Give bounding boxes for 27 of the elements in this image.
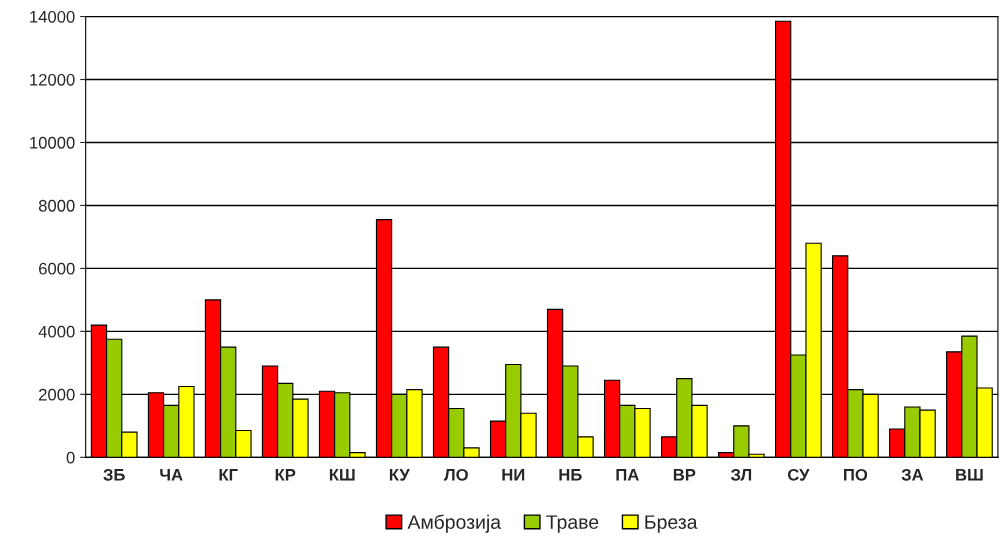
x-tick-label: КГ xyxy=(219,469,238,481)
y-tick-label: 14000 xyxy=(30,10,75,23)
y-tick-label: 0 xyxy=(66,451,75,464)
x-tick-label: ЗЛ xyxy=(730,468,752,481)
x-tick-label: НИ xyxy=(502,469,525,481)
x-tick-label: КУ xyxy=(389,469,410,481)
y-tick-label: 4000 xyxy=(38,325,75,338)
y-tick-label: 6000 xyxy=(39,262,75,275)
x-tick-label: ВР xyxy=(673,469,696,481)
y-tick-label: 12000 xyxy=(30,73,75,86)
x-tick-label: ЧА xyxy=(160,469,183,481)
x-tick-label: НБ xyxy=(559,469,582,481)
legend-label: Траве xyxy=(546,515,599,533)
y-tick-label: 10000 xyxy=(30,136,75,149)
x-tick-label: СУ xyxy=(787,468,810,481)
x-tick-label: ЛО xyxy=(444,468,468,481)
x-tick-label: ВШ xyxy=(956,469,983,481)
x-tick-label: ЗА xyxy=(901,468,924,481)
y-tick-label: 2000 xyxy=(39,388,75,401)
x-tick-label: ЗБ xyxy=(103,468,125,481)
legend-label: Амброзија xyxy=(407,514,502,533)
legend-label: Бреза xyxy=(645,515,698,533)
x-tick-label: КШ xyxy=(329,469,355,481)
y-tick-label: 8000 xyxy=(38,199,75,212)
x-tick-label: ПА xyxy=(616,469,639,481)
x-tick-label: ПО xyxy=(844,468,868,481)
x-tick-label: КР xyxy=(275,469,296,481)
